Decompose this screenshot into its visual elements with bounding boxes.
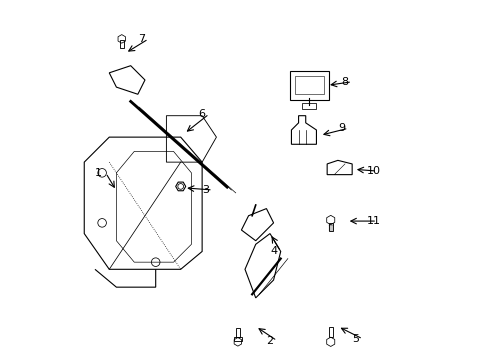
Bar	[302, 103, 317, 109]
Bar	[234, 337, 242, 341]
Bar	[329, 327, 333, 337]
Bar	[120, 40, 123, 48]
Text: 6: 6	[198, 109, 206, 119]
Text: 3: 3	[202, 185, 209, 195]
Text: 1: 1	[95, 168, 102, 178]
Bar	[295, 76, 323, 94]
Text: 9: 9	[338, 123, 345, 133]
Text: 4: 4	[270, 247, 277, 256]
Text: 11: 11	[367, 216, 380, 226]
Text: 10: 10	[367, 166, 380, 176]
Text: 7: 7	[138, 34, 145, 44]
Text: 8: 8	[342, 77, 348, 87]
Text: 5: 5	[352, 334, 359, 344]
Text: 2: 2	[267, 336, 273, 346]
Bar	[329, 223, 333, 231]
Bar	[236, 328, 240, 337]
